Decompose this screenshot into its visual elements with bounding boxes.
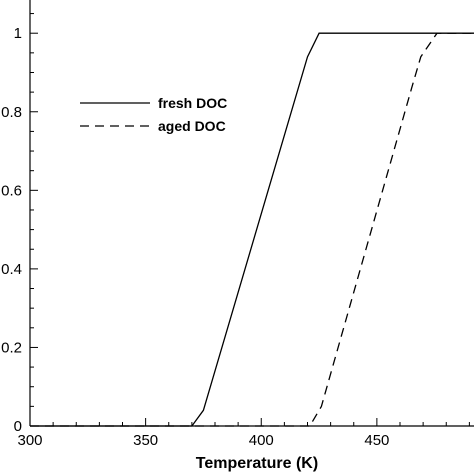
y-tick-label: 0: [14, 418, 22, 435]
legend: fresh DOC aged DOC: [80, 95, 227, 134]
x-tick-label: 450: [364, 432, 389, 449]
x-tick-label: 300: [17, 432, 42, 449]
series-layer: [30, 32, 474, 427]
y-tick-label: 0.2: [1, 339, 22, 356]
y-tick-label: 1: [14, 25, 22, 42]
series-line-aged-doc: [30, 32, 474, 427]
y-tick-label: 0.8: [1, 104, 22, 121]
legend-label: fresh DOC: [158, 95, 227, 111]
series-line-fresh-doc: [30, 32, 474, 427]
axes-layer: 300 350 400 450 0 0.2 0.4 0.6 0.8 1: [1, 0, 474, 449]
x-tick-label: 350: [133, 432, 158, 449]
y-tick-label: 0.4: [1, 261, 22, 278]
y-tick-label: 0.6: [1, 182, 22, 199]
legend-label: aged DOC: [158, 118, 226, 134]
x-tick-label: 400: [249, 432, 274, 449]
x-axis-title: Temperature (K): [196, 455, 318, 472]
